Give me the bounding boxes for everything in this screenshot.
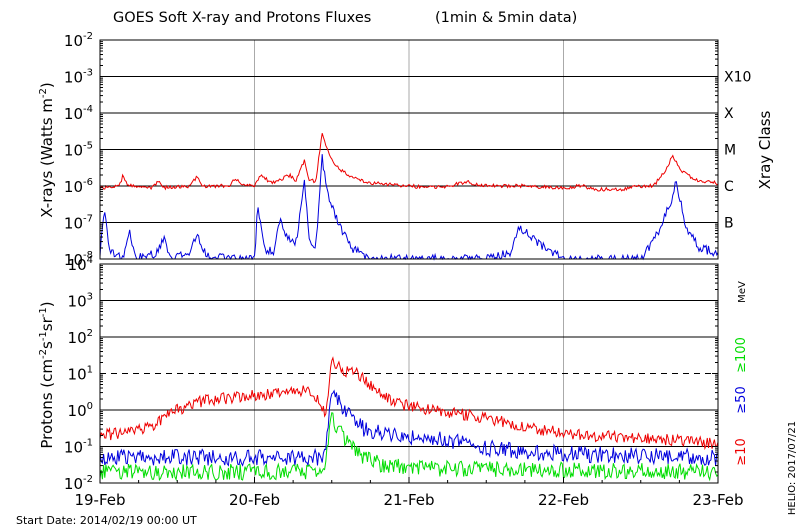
y-tick-label: 10-5 — [64, 141, 93, 160]
chart-title-note: (1min & 5min data) — [435, 10, 577, 26]
xray-class-label: B — [724, 216, 734, 232]
y-tick-label: 10-6 — [64, 177, 93, 196]
y-tick-label: 104 — [68, 255, 93, 274]
y-tick-label: 102 — [68, 328, 93, 347]
energy-channel-label: ≥100 — [734, 337, 749, 373]
energy-channel-label: ≥10 — [734, 438, 749, 465]
y-tick-label: 10-8 — [64, 250, 93, 269]
xray-ylabel: X-rays (Watts m-2) — [38, 82, 56, 217]
proton-ylabel: Protons (cm-2s-1sr-1) — [38, 301, 56, 448]
x-tick-label: 22-Feb — [538, 491, 589, 509]
x-tick-label: 20-Feb — [229, 491, 280, 509]
x-tick-label: 21-Feb — [383, 491, 434, 509]
y-tick-label: 10-3 — [64, 68, 93, 87]
xray-series-red — [99, 133, 719, 192]
xray-class-label: C — [724, 179, 734, 195]
xray-class-label: M — [724, 143, 736, 159]
credit-label: HELIO: 2017/07/21 — [787, 421, 798, 515]
y-tick-label: 10-7 — [64, 214, 93, 233]
proton-panel: 104 103 102 101 100 10-1 10-2 19-Feb 20-Feb 21-F… — [38, 255, 749, 509]
y-tick-label: 10-2 — [64, 474, 93, 493]
protons-series-red — [99, 356, 719, 451]
xray-class-axis-title: Xray Class — [756, 110, 774, 189]
start-date-label: Start Date: 2014/02/19 00:00 UT — [16, 514, 197, 527]
xray-panel: 10-2 10-3 10-4 10-5 10-6 10-7 10-8 X10 X M C B X-r… — [38, 31, 774, 269]
x-tick-label: 19-Feb — [74, 491, 125, 509]
y-tick-label: 103 — [68, 292, 93, 311]
y-tick-label: 10-1 — [64, 438, 93, 457]
xray-class-label: X — [724, 106, 734, 122]
y-tick-label: 101 — [68, 365, 93, 384]
energy-channel-label: ≥50 — [734, 386, 749, 413]
energy-unit-label: MeV — [737, 281, 748, 303]
protons-series-green — [99, 412, 719, 482]
chart-title: GOES Soft X-ray and Protons Fluxes — [113, 10, 371, 26]
y-tick-label: 10-2 — [64, 31, 93, 50]
y-tick-label: 100 — [68, 401, 93, 420]
y-tick-label: 10-4 — [64, 104, 93, 123]
xray-class-label: X10 — [724, 70, 751, 86]
x-tick-label: 23-Feb — [692, 491, 743, 509]
protons-series-blue — [99, 389, 719, 468]
